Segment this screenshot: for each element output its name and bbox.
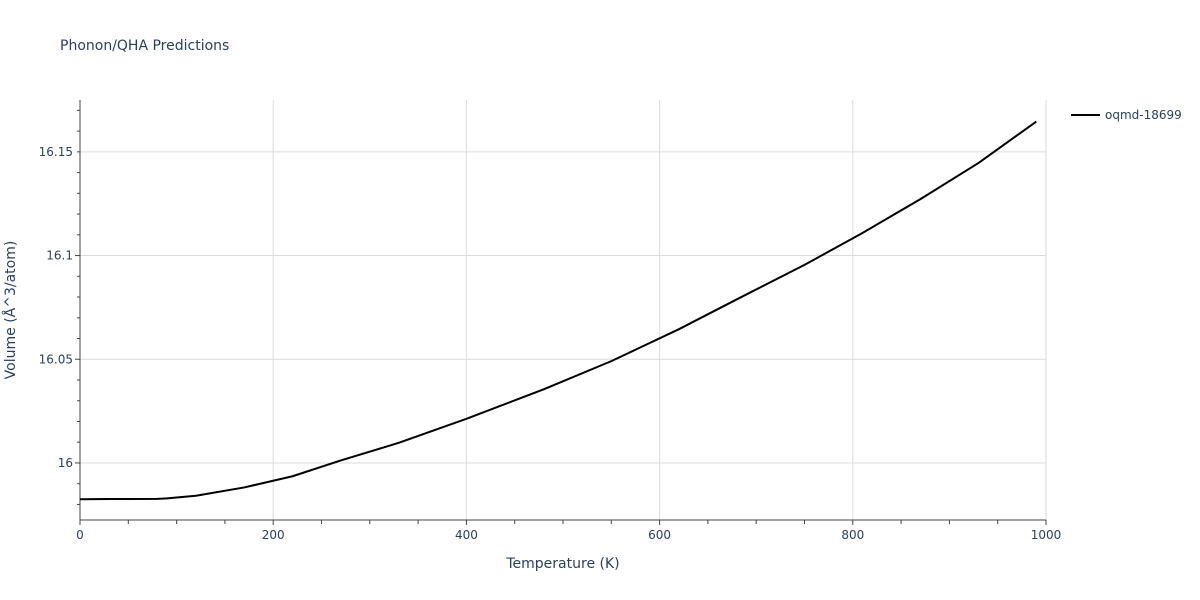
series-layer xyxy=(79,120,1037,501)
y-tick-label: 16.1 xyxy=(46,249,73,263)
x-tick-label: 1000 xyxy=(1031,528,1062,542)
legend-label-oqmd-18699: oqmd-18699 xyxy=(1105,108,1182,122)
x-axis-tick-labels: 0 200 400 600 800 1000 xyxy=(76,528,1061,542)
y-axis-title: Volume (Å^3/atom) xyxy=(2,241,19,380)
x-tick-label: 800 xyxy=(841,528,864,542)
x-tick-label: 600 xyxy=(648,528,671,542)
grid xyxy=(80,100,1047,520)
axes xyxy=(75,100,1047,525)
y-tick-label: 16 xyxy=(58,456,73,470)
x-tick-label: 200 xyxy=(262,528,285,542)
chart-title: Phonon/QHA Predictions xyxy=(60,38,229,54)
y-tick-label: 16.05 xyxy=(39,352,73,366)
x-tick-label: 400 xyxy=(455,528,478,542)
x-tick-label: 0 xyxy=(76,528,84,542)
x-axis-title: Temperature (K) xyxy=(505,556,619,572)
y-axis-tick-labels: 16 16.05 16.1 16.15 xyxy=(39,145,73,470)
legend[interactable]: oqmd-18699 xyxy=(1071,108,1182,122)
series-line-oqmd-18699[interactable] xyxy=(79,120,1037,501)
y-tick-label: 16.15 xyxy=(39,145,73,159)
